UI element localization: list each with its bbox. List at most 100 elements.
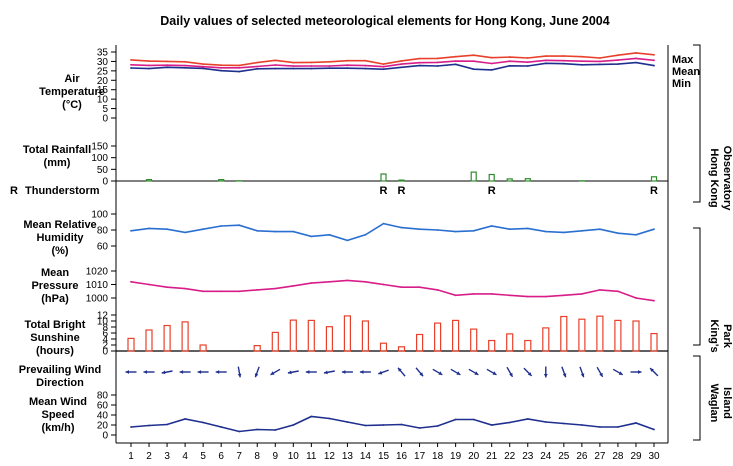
wind-direction-label-2: Direction [36, 377, 84, 389]
wind-direction-arrow [359, 370, 371, 374]
wind-arrow-head [438, 371, 443, 375]
pressure-point [274, 287, 277, 290]
sunshine-tick-label: 4 [102, 335, 108, 346]
wind-speed-point [508, 421, 511, 424]
wind-arrow-head [378, 370, 383, 375]
pressure-point [220, 290, 223, 293]
day-tick-label: 9 [273, 451, 279, 462]
wind-arrow-head [197, 370, 202, 374]
temperature-max-point [653, 53, 655, 56]
day-tick-label: 7 [236, 451, 242, 462]
wind-speed-point [202, 421, 205, 424]
day-tick-label: 20 [468, 451, 480, 462]
day-tick-label: 24 [540, 451, 552, 462]
rainfall-label-2: (mm) [44, 157, 71, 169]
chart-title: Daily values of selected meteorological … [160, 14, 609, 28]
wind-direction-arrow [579, 366, 585, 378]
wind-arrow-head [305, 370, 310, 374]
sunshine-bar [416, 333, 424, 352]
wind-speed-point [454, 418, 457, 421]
wind-direction-label-1: Prevailing Wind [19, 364, 101, 376]
pressure-point [328, 280, 331, 283]
sunshine-bar [632, 320, 640, 352]
humidity-point [184, 231, 187, 234]
rainfall-bar [398, 179, 405, 182]
temperature-tick-label: 10 [97, 95, 109, 106]
kings-park-label-2: Park [721, 324, 733, 349]
pressure-point [148, 283, 150, 286]
wind-arrow-head [456, 371, 461, 375]
humidity-line [130, 222, 655, 242]
day-tick-label: 28 [612, 451, 624, 462]
pressure-point [166, 286, 169, 289]
humidity-point [472, 229, 475, 232]
sunshine-bar [361, 320, 369, 352]
temperature-max-point [346, 59, 349, 62]
humidity-point [526, 227, 529, 230]
sunshine-bar [596, 315, 604, 352]
humidity-point [328, 233, 331, 236]
day-tick-label: 5 [200, 451, 206, 462]
humidity-label-2: Humidity [36, 232, 84, 244]
wind-direction-arrow [341, 370, 353, 374]
temperature-mean-point [346, 64, 349, 67]
sunshine-bar [452, 319, 460, 352]
wind-speed-point [166, 423, 169, 426]
wind-arrow-head [638, 370, 642, 374]
temperature-mean-point [328, 65, 331, 67]
wind-direction-arrow [543, 366, 548, 378]
temperature-max-point [617, 54, 619, 57]
wind-direction-arrow [415, 367, 424, 377]
temperature-mean-point [544, 59, 547, 62]
humidity-point [166, 228, 169, 231]
humidity-point [562, 231, 565, 234]
humidity-point [400, 226, 403, 229]
plot-frame [115, 44, 701, 444]
temperature-tick-label: 30 [97, 57, 109, 68]
sunshine-bar [181, 321, 189, 352]
humidity-point [418, 228, 421, 231]
wind-speed-point [292, 424, 295, 426]
thunderstorm-marker: R [650, 185, 658, 197]
pressure-point [508, 294, 511, 297]
sunshine-label-3: (hours) [36, 345, 74, 357]
temperature-min-point [184, 66, 187, 69]
pressure-point [382, 283, 385, 286]
wind-speed-point [238, 430, 241, 433]
temperature-tick-label: 20 [97, 76, 109, 87]
pressure-tick-label: 1020 [86, 267, 109, 278]
day-tick-label: 13 [342, 451, 354, 462]
temperature-min-point [220, 69, 223, 72]
sunshine-tick-label: 12 [97, 311, 109, 322]
temperature-min-point [436, 65, 439, 67]
temperature-label-2: Temperature [39, 86, 105, 98]
temperature-min-point [400, 66, 403, 69]
temperature-mean-point [436, 61, 439, 64]
day-tick-label: 8 [254, 451, 260, 462]
humidity-point [454, 230, 457, 233]
sunshine-bar [325, 326, 333, 352]
pressure-point [526, 295, 529, 298]
temperature-max-point [562, 55, 565, 57]
temperature-min-point [130, 67, 132, 69]
wind-speed-point [526, 418, 529, 420]
temperature-max-point [382, 63, 385, 65]
humidity-point [130, 229, 132, 232]
wind-speed-point [274, 429, 277, 431]
temperature-min-point [562, 62, 565, 65]
sunshine-tick-label: 8 [102, 323, 108, 334]
sunshine-bar [397, 346, 406, 352]
thunderstorm-legend-symbol: R [10, 185, 18, 197]
wind-speed-point [364, 424, 367, 427]
pressure-point [490, 293, 493, 295]
legend-mean: Mean [672, 66, 700, 78]
wind-arrow-head [474, 371, 479, 375]
temperature-mean-point [220, 66, 223, 69]
sunshine-bar [560, 315, 568, 352]
temperature-min-point [418, 64, 421, 67]
temperature-min-point [526, 65, 529, 67]
humidity-label-1: Mean Relative [23, 219, 96, 231]
day-tick-label: 16 [396, 451, 408, 462]
sunshine-bar [524, 339, 532, 352]
